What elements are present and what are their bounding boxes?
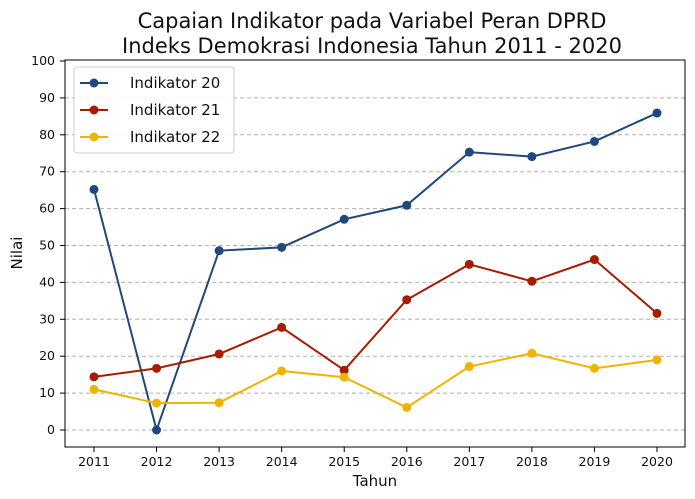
data-point [214, 246, 224, 256]
legend-label: Indikator 20 [130, 74, 220, 92]
x-tick-label: 2016 [391, 454, 423, 469]
x-tick-label: 2012 [141, 454, 173, 469]
x-tick-label: 2019 [579, 454, 611, 469]
data-point [89, 372, 99, 382]
y-tick-label: 100 [31, 53, 55, 68]
x-tick-label: 2018 [516, 454, 548, 469]
y-axis-ticks: 0 10 20 30 40 50 60 70 80 90 100 [31, 53, 65, 437]
legend-item: Indikator 22 [80, 128, 220, 146]
y-tick-label: 40 [39, 274, 55, 289]
series-layer [89, 108, 662, 435]
legend-marker [89, 78, 99, 88]
y-tick-label: 60 [39, 201, 55, 216]
x-tick-label: 2014 [266, 454, 298, 469]
x-tick-label: 2011 [78, 454, 110, 469]
chart-title: Capaian Indikator pada Variabel Peran DP… [122, 9, 622, 58]
y-tick-label: 90 [39, 90, 55, 105]
data-point [152, 363, 162, 373]
data-point [527, 152, 537, 162]
data-point [402, 402, 412, 412]
legend-item: Indikator 21 [80, 101, 220, 119]
y-tick-label: 0 [47, 422, 55, 437]
data-point [652, 108, 662, 118]
data-point [589, 136, 599, 146]
data-point [464, 362, 474, 372]
legend-marker [89, 132, 99, 142]
data-point [152, 398, 162, 408]
legend-marker [89, 105, 99, 115]
data-point [464, 147, 474, 157]
data-point [652, 355, 662, 365]
legend-item: Indikator 20 [80, 74, 220, 92]
legend-label: Indikator 22 [130, 128, 220, 146]
x-axis-ticks: 2011 2012 2013 2014 2015 2016 2017 2018 2019 2020 [78, 447, 673, 469]
legend-label: Indikator 21 [130, 101, 220, 119]
data-point [89, 184, 99, 194]
y-tick-label: 10 [39, 385, 55, 400]
x-axis-label: Tahun [352, 472, 397, 490]
data-point [277, 366, 287, 376]
data-point [402, 295, 412, 305]
data-point [527, 348, 537, 358]
data-point [339, 214, 349, 224]
data-point [402, 200, 412, 210]
y-tick-label: 50 [39, 238, 55, 253]
data-point [527, 276, 537, 286]
series-1 [89, 108, 662, 435]
plot-area-frame [64, 59, 686, 448]
y-tick-label: 70 [39, 164, 55, 179]
data-point [89, 384, 99, 394]
data-point [214, 398, 224, 408]
x-tick-label: 2015 [328, 454, 360, 469]
y-tick-label: 30 [39, 311, 55, 326]
data-point [277, 322, 287, 332]
series-2 [89, 255, 662, 382]
chart-title-line-2: Indeks Demokrasi Indonesia Tahun 2011 - … [122, 34, 622, 58]
x-tick-label: 2020 [641, 454, 673, 469]
series-line [93, 258, 658, 378]
data-point [589, 363, 599, 373]
data-point [214, 349, 224, 359]
data-point [464, 259, 474, 269]
series-line [93, 112, 658, 434]
y-axis-label: Nilai [8, 237, 26, 270]
x-tick-label: 2017 [453, 454, 485, 469]
legend-box [73, 66, 235, 154]
y-tick-label: 20 [39, 348, 55, 363]
data-point [589, 255, 599, 265]
data-point [277, 242, 287, 252]
data-point [152, 425, 162, 435]
y-tick-label: 80 [39, 127, 55, 142]
data-point [339, 365, 349, 375]
data-point [339, 372, 349, 382]
series-line [93, 352, 658, 409]
series-3 [89, 348, 662, 412]
x-tick-label: 2013 [203, 454, 235, 469]
data-point [652, 308, 662, 318]
legend: Indikator 20 Indikator 21 Indikator 22 [73, 66, 235, 154]
chart-title-line-1: Capaian Indikator pada Variabel Peran DP… [138, 9, 607, 33]
